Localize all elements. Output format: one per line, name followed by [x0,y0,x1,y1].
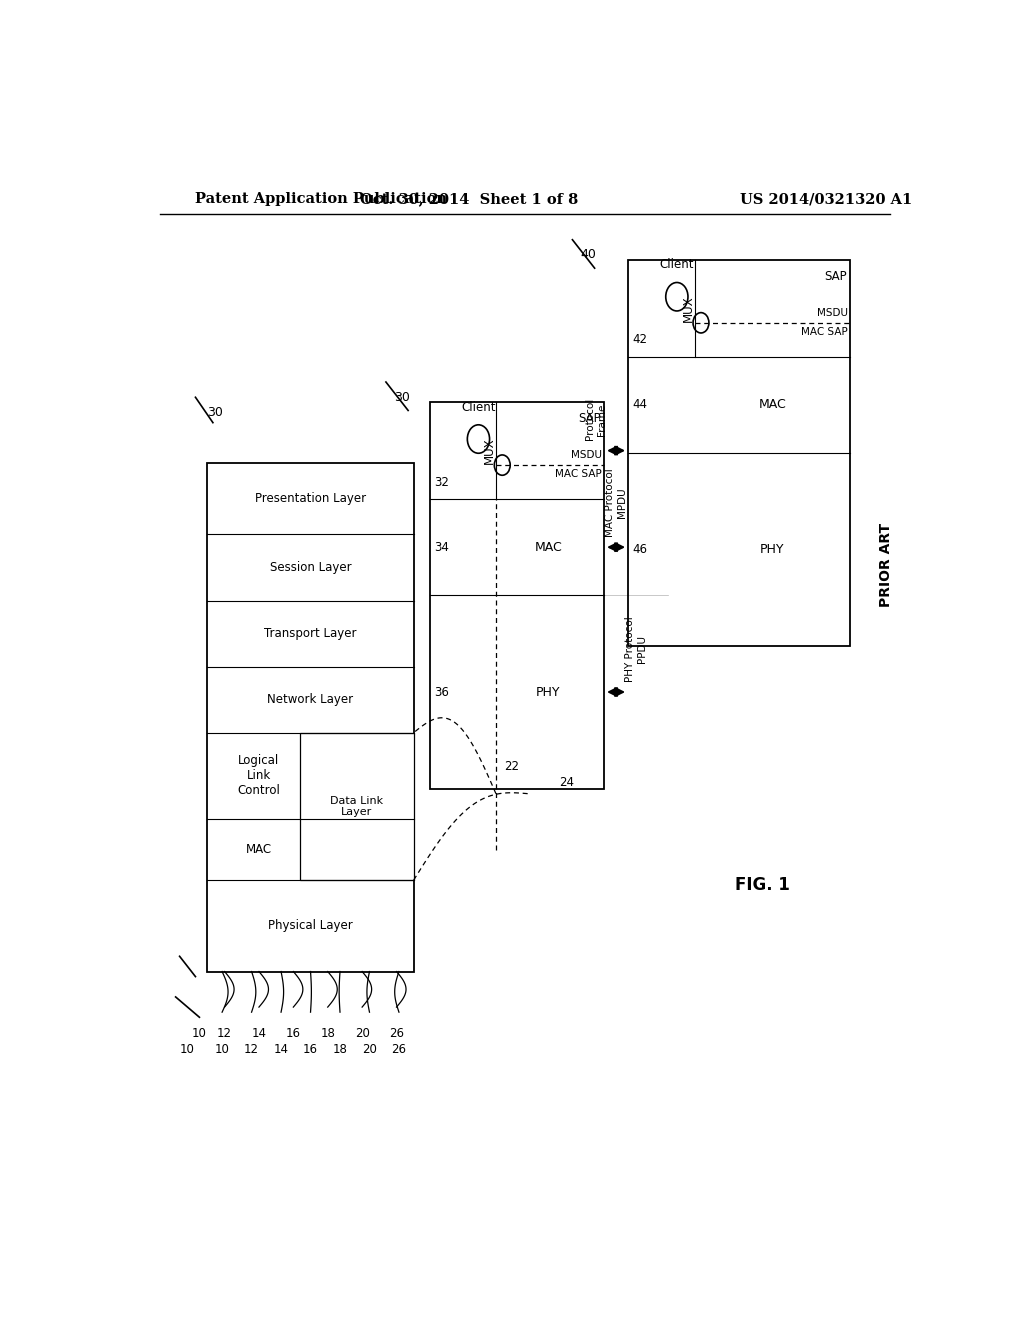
Text: 10: 10 [191,1027,207,1040]
Text: PHY: PHY [760,544,784,556]
Text: 30: 30 [394,391,410,404]
Text: 20: 20 [362,1043,377,1056]
Text: 18: 18 [333,1043,347,1056]
Text: Oct. 30, 2014  Sheet 1 of 8: Oct. 30, 2014 Sheet 1 of 8 [360,191,579,206]
Text: MAC SAP: MAC SAP [801,327,848,337]
Text: Physical Layer: Physical Layer [268,919,353,932]
Bar [300,733,414,880]
Text: 34: 34 [434,541,450,553]
Text: 14: 14 [273,1043,289,1056]
Text: Client: Client [461,400,496,413]
Text: US 2014/0321320 A1: US 2014/0321320 A1 [740,191,912,206]
Text: MUX: MUX [483,437,496,463]
Text: 16: 16 [303,1043,318,1056]
Text: 30: 30 [207,407,223,418]
Text: Client: Client [659,259,694,272]
Text: 24: 24 [559,776,574,788]
Text: 46: 46 [633,544,648,556]
Text: MUX: MUX [682,294,694,322]
Text: MSDU: MSDU [570,450,602,459]
Text: 10: 10 [180,1043,195,1056]
Text: Session Layer: Session Layer [269,561,351,574]
Text: Transport Layer: Transport Layer [264,627,356,640]
Text: 14: 14 [252,1027,266,1040]
Text: 42: 42 [633,334,648,346]
Text: Protocol
Frame: Protocol Frame [586,399,607,441]
Text: Network Layer: Network Layer [267,693,353,706]
Text: Logical
Link
Control: Logical Link Control [238,754,281,797]
Text: 16: 16 [286,1027,301,1040]
Text: 44: 44 [633,399,648,412]
Text: MAC SAP: MAC SAP [555,469,602,479]
Text: 26: 26 [389,1027,404,1040]
Text: SAP: SAP [579,412,601,425]
Text: MAC: MAC [759,399,786,412]
Text: MAC: MAC [246,843,272,857]
Text: MAC: MAC [535,541,562,553]
Text: Patent Application Publication: Patent Application Publication [196,191,447,206]
Text: 40: 40 [581,248,596,261]
Text: 12: 12 [217,1027,232,1040]
Text: MSDU: MSDU [817,308,848,318]
Text: 12: 12 [244,1043,259,1056]
Text: 32: 32 [434,475,450,488]
Text: 20: 20 [354,1027,370,1040]
Bar [430,403,604,788]
Text: PHY: PHY [536,685,560,698]
Text: 22: 22 [504,760,519,774]
Text: MAC Protocol
MPDU: MAC Protocol MPDU [605,469,627,537]
Text: 26: 26 [391,1043,407,1056]
Text: PRIOR ART: PRIOR ART [879,523,893,607]
Text: 36: 36 [434,685,450,698]
Text: SAP: SAP [824,271,847,284]
Text: PHY Protocol
PPDU: PHY Protocol PPDU [625,616,647,682]
Bar [207,463,414,972]
Text: 18: 18 [321,1027,335,1040]
Text: 10: 10 [215,1043,229,1056]
Text: FIG. 1: FIG. 1 [735,876,791,894]
Bar [628,260,850,647]
Text: Data Link
Layer: Data Link Layer [331,796,384,817]
Text: Presentation Layer: Presentation Layer [255,492,367,506]
